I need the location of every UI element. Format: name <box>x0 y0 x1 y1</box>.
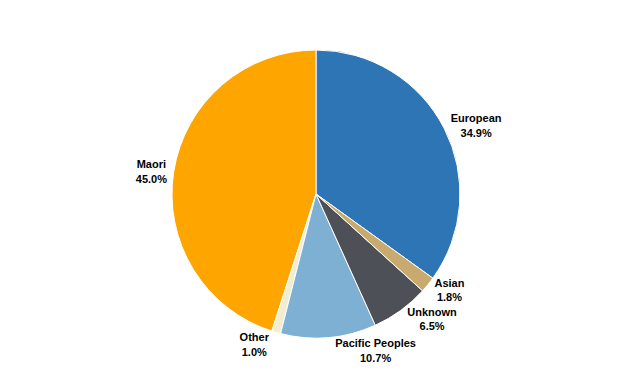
svg-text:Unknown6.5%: Unknown6.5% <box>407 306 457 332</box>
svg-text:Maori45.0%: Maori45.0% <box>136 158 167 184</box>
svg-text:Pacific Peoples10.7%: Pacific Peoples10.7% <box>335 337 416 363</box>
svg-text:European34.9%: European34.9% <box>451 112 502 138</box>
svg-text:Other1.0%: Other1.0% <box>240 331 270 357</box>
svg-text:Asian1.8%: Asian1.8% <box>434 277 464 303</box>
